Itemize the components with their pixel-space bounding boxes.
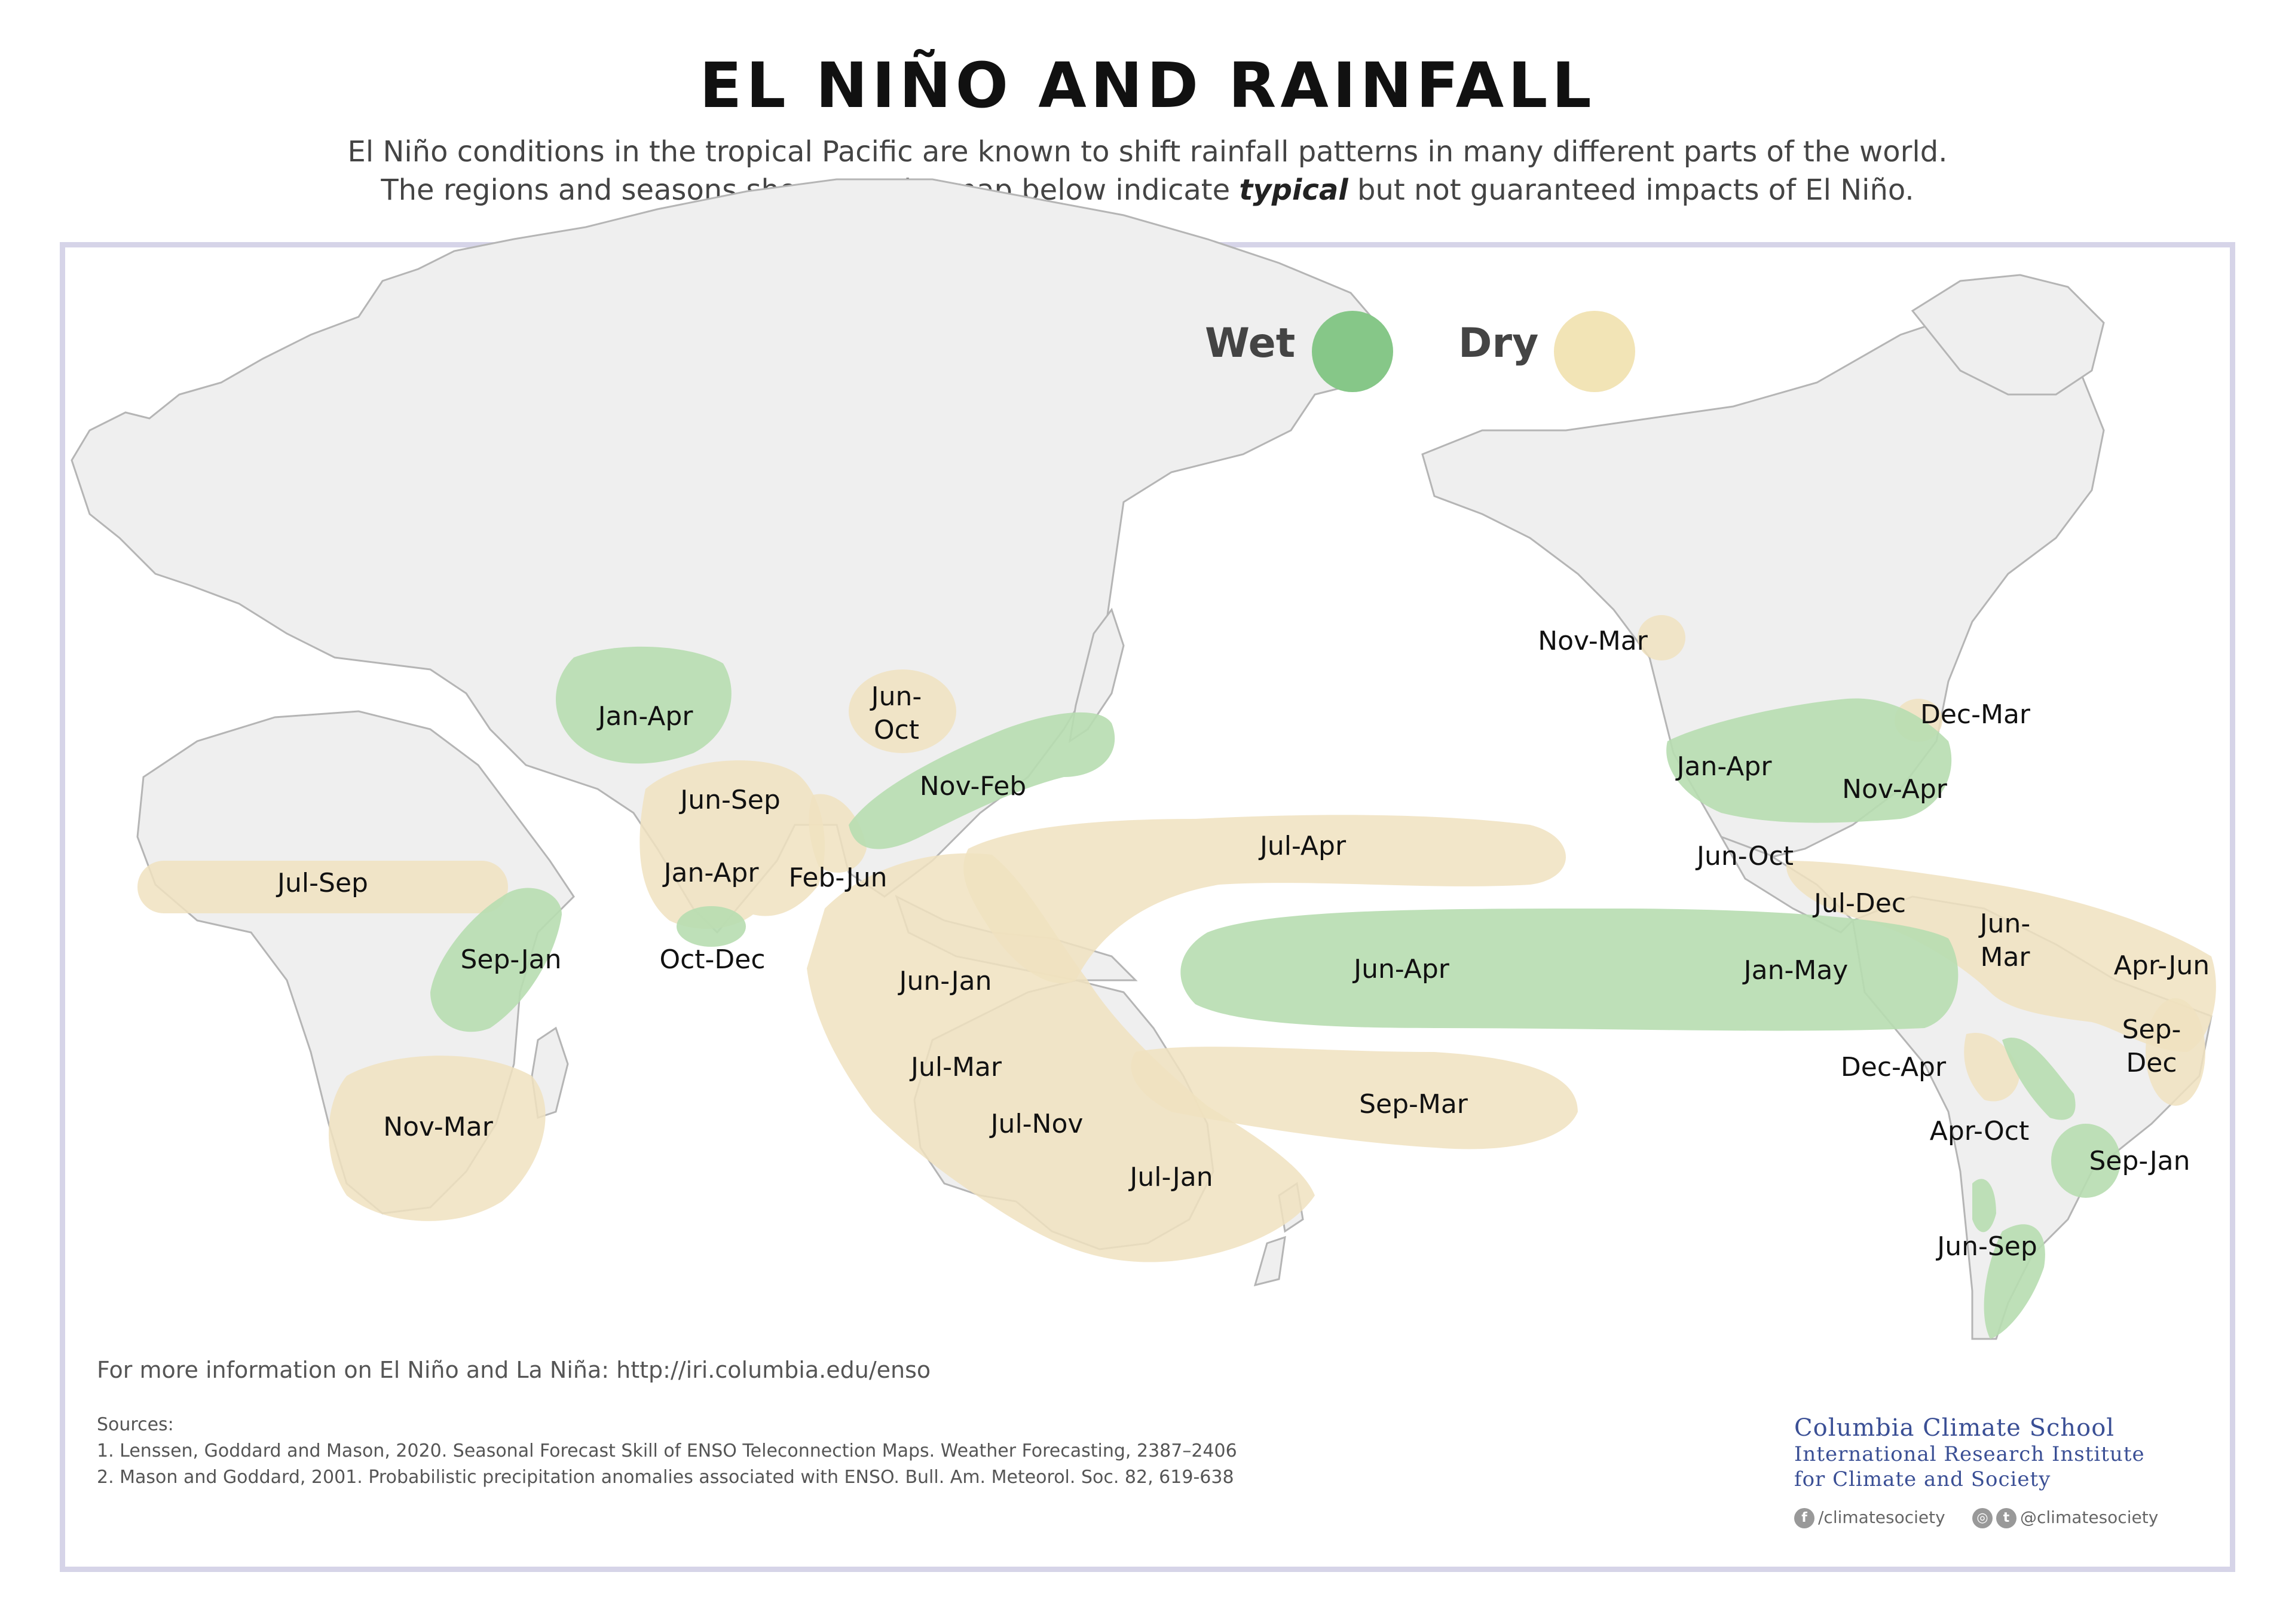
page-title: EL NIÑO AND RAINFALL: [699, 49, 1596, 122]
subtitle-line-1: El Niño conditions in the tropical Pacif…: [347, 135, 1948, 169]
logo-line-3: for Climate and Society: [1794, 1467, 2051, 1491]
label-central-asia: Jan-Apr: [596, 701, 694, 732]
label-east-africa: Sep-Jan: [460, 944, 561, 975]
facebook-handle: /climatesociety: [1818, 1507, 1945, 1527]
label-nw-america: Nov-Mar: [1538, 626, 1648, 656]
label-southern-africa: Nov-Mar: [383, 1112, 493, 1142]
region-wet-2: [430, 888, 562, 1032]
label-east-pacific: Jan-May: [1742, 955, 1849, 986]
region-dry-5: [639, 760, 825, 929]
label-southeast-south-america: Sep-Jan: [2089, 1146, 2190, 1176]
label-central-america: Jul-Dec: [1812, 888, 1906, 919]
region-dry-3: [329, 1056, 546, 1221]
region-dry-8: [809, 794, 867, 873]
land-greenland: [1911, 274, 2105, 396]
legend-dry-label: Dry: [1458, 320, 1539, 367]
land-japan: [1068, 607, 1125, 744]
label-great-lakes: Dec-Mar: [1920, 699, 2031, 730]
label-central-pacific: Jun-Apr: [1352, 954, 1450, 984]
label-southern-us: Jan-Apr: [1675, 751, 1773, 782]
subtitle-line-2: The regions and seasons shown on the map…: [0, 173, 2295, 207]
region-wet-4: [556, 646, 732, 764]
instagram-icon: ◎: [1972, 1508, 1993, 1528]
label-chile: Jun-Sep: [1935, 1231, 2037, 1262]
more-info-text: For more information on El Niño and La N…: [97, 1357, 931, 1383]
sources-block: Sources: 1. Lenssen, Goddard and Mason, …: [97, 1412, 1237, 1491]
logo-line-1: Columbia Climate School: [1794, 1414, 2115, 1442]
region-wet-29: [2002, 1038, 2076, 1120]
label-north-china-2: Oct: [874, 715, 919, 745]
source-1: 1. Lenssen, Goddard and Mason, 2020. Sea…: [97, 1441, 1237, 1461]
legend-wet-swatch: [1312, 311, 1393, 392]
label-north-china: Jun-: [870, 681, 922, 712]
logo-line-2: International Research Institute: [1794, 1442, 2145, 1466]
label-peru: Dec-Apr: [1841, 1052, 1947, 1082]
region-dry-15: [963, 815, 1566, 984]
region-dry-1: [137, 861, 508, 913]
label-west-africa: Jul-Sep: [276, 868, 368, 898]
label-east-brazil-2: Dec: [2126, 1048, 2177, 1078]
label-australia-east: Jul-Nov: [989, 1109, 1084, 1139]
region-dry-26: [2146, 998, 2205, 1106]
legend-wet-label: Wet: [1205, 320, 1296, 367]
region-dry-11: [807, 853, 1315, 1262]
twitter-icon: t: [1996, 1508, 2016, 1528]
label-east-brazil: Sep-: [2122, 1014, 2181, 1045]
region-dry-19: [1638, 615, 1685, 660]
facebook-icon: f: [1794, 1508, 1814, 1528]
region-wet-17: [1180, 909, 1959, 1031]
region-wet-31: [1972, 1179, 2045, 1339]
region-wet-30: [2051, 1124, 2120, 1198]
label-east-asia: Nov-Feb: [920, 771, 1026, 802]
label-southeast-us: Nov-Apr: [1842, 774, 1948, 805]
region-labels: Jul-Sep Sep-Jan Nov-Mar Jan-Apr Jun-Sep …: [276, 626, 2210, 1262]
label-mexico: Jun-Oct: [1695, 841, 1794, 871]
social-facebook[interactable]: f/climatesociety: [1794, 1507, 1945, 1528]
sources-title: Sources:: [97, 1414, 174, 1435]
subtitle-line-2-end: but not guaranteed impacts of El Niño.: [1348, 173, 1914, 207]
label-australia-south: Jul-Jan: [1128, 1162, 1213, 1192]
label-maritime: Jun-Jan: [898, 966, 992, 996]
twitter-handle: @climatesociety: [2020, 1507, 2159, 1527]
land-eurasia: [71, 178, 1388, 934]
label-north-south-america: Jun-: [1978, 909, 2031, 939]
label-southwest-pacific: Sep-Mar: [1359, 1089, 1468, 1120]
source-2: 2. Mason and Goddard, 2001. Probabilisti…: [97, 1467, 1234, 1488]
label-bolivia: Apr-Oct: [1930, 1116, 2029, 1146]
label-ne-brazil: Apr-Jun: [2114, 950, 2210, 981]
label-australia-north: Jul-Mar: [909, 1052, 1002, 1082]
iri-logo: Columbia Climate School International Re…: [1794, 1414, 2145, 1492]
region-dry-24: [1786, 861, 2216, 1052]
region-wet-10: [849, 712, 1115, 849]
social-instagram-twitter[interactable]: ◎ t @climatesociety: [1972, 1507, 2158, 1528]
label-indochina: Feb-Jun: [789, 863, 888, 893]
label-india-winter: Jan-Apr: [662, 858, 760, 888]
label-india-summer: Jun-Sep: [678, 785, 781, 815]
region-dry-9: [849, 669, 956, 753]
region-dry-16: [1131, 1047, 1578, 1149]
label-sri-lanka: Oct-Dec: [659, 944, 765, 975]
label-west-pacific: Jul-Apr: [1258, 831, 1347, 861]
region-wet-20: [1666, 698, 1952, 823]
legend-dry-swatch: [1554, 311, 1635, 392]
label-north-south-america-2: Mar: [1980, 942, 2030, 972]
region-wet-7: [677, 906, 746, 947]
rainfall-regions: [137, 615, 2216, 1339]
subtitle-emphasis: typical: [1239, 173, 1348, 207]
